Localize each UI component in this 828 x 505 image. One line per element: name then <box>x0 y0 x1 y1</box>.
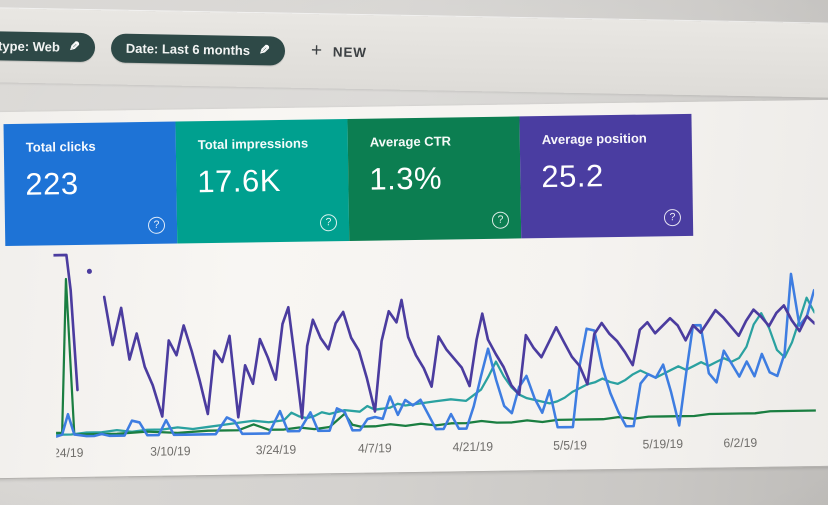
help-icon[interactable]: ? <box>663 209 682 227</box>
help-icon[interactable]: ? <box>319 214 338 232</box>
search-type-chip-label: type: Web <box>0 37 61 55</box>
metric-label: Average position <box>541 130 647 148</box>
metric-card-average-ctr[interactable]: Average CTR 1.3% ? <box>347 116 522 241</box>
point-position <box>86 268 92 274</box>
x-axis-tick-label: 4/21/19 <box>452 440 493 455</box>
x-axis-tick-label: 5/5/19 <box>553 438 587 453</box>
plus-icon: + <box>310 40 324 62</box>
x-axis-tick-label: 3/24/19 <box>256 442 297 457</box>
metric-value: 1.3% <box>369 160 443 197</box>
filter-bar: type: Web ✎ Date: Last 6 months ✎ + NEW … <box>0 8 828 98</box>
metric-label: Total impressions <box>197 135 309 153</box>
search-type-filter-chip[interactable]: type: Web ✎ <box>0 30 96 62</box>
x-axis-tick-label: 6/2/19 <box>723 436 757 451</box>
line-position <box>52 253 79 392</box>
metric-label: Average CTR <box>369 133 452 150</box>
new-button-label: NEW <box>332 44 367 60</box>
metric-cards-row: Total clicks 223 ? Total impressions 17.… <box>3 113 694 247</box>
edit-icon: ✎ <box>258 42 271 58</box>
new-filter-button[interactable]: + NEW <box>311 40 367 63</box>
edit-icon: ✎ <box>68 38 80 54</box>
x-axis-tick-label: 5/19/19 <box>642 437 683 452</box>
metric-card-average-position[interactable]: Average position 25.2 ? <box>519 113 694 239</box>
x-axis-tick-label: 2/24/19 <box>53 446 83 461</box>
metric-card-total-impressions[interactable]: Total impressions 17.6K ? <box>175 118 350 244</box>
help-icon[interactable]: ? <box>147 216 166 234</box>
line-ctr <box>54 277 817 436</box>
metric-value: 223 <box>25 165 79 202</box>
metric-card-total-clicks[interactable]: Total clicks 223 ? <box>3 121 178 247</box>
line-clicks <box>54 272 816 438</box>
metric-label: Total clicks <box>25 138 96 155</box>
performance-panel: Total clicks 223 ? Total impressions 17.… <box>0 99 828 480</box>
line-position <box>102 295 816 420</box>
metric-value: 25.2 <box>541 158 604 195</box>
help-icon[interactable]: ? <box>491 211 510 229</box>
x-axis-tick-label: 3/10/19 <box>150 444 191 459</box>
date-filter-chip[interactable]: Date: Last 6 months ✎ <box>110 32 286 66</box>
metric-value: 17.6K <box>197 162 282 200</box>
performance-line-chart[interactable]: 2/24/19 3/10/19 3/24/19 4/7/19 4/21/19 5/5/19… <box>43 242 817 461</box>
x-axis-tick-label: 4/7/19 <box>358 441 392 456</box>
date-chip-label: Date: Last 6 months <box>125 40 251 58</box>
chart-canvas: 2/24/19 3/10/19 3/24/19 4/7/19 4/21/19 5/5/19… <box>43 253 817 461</box>
